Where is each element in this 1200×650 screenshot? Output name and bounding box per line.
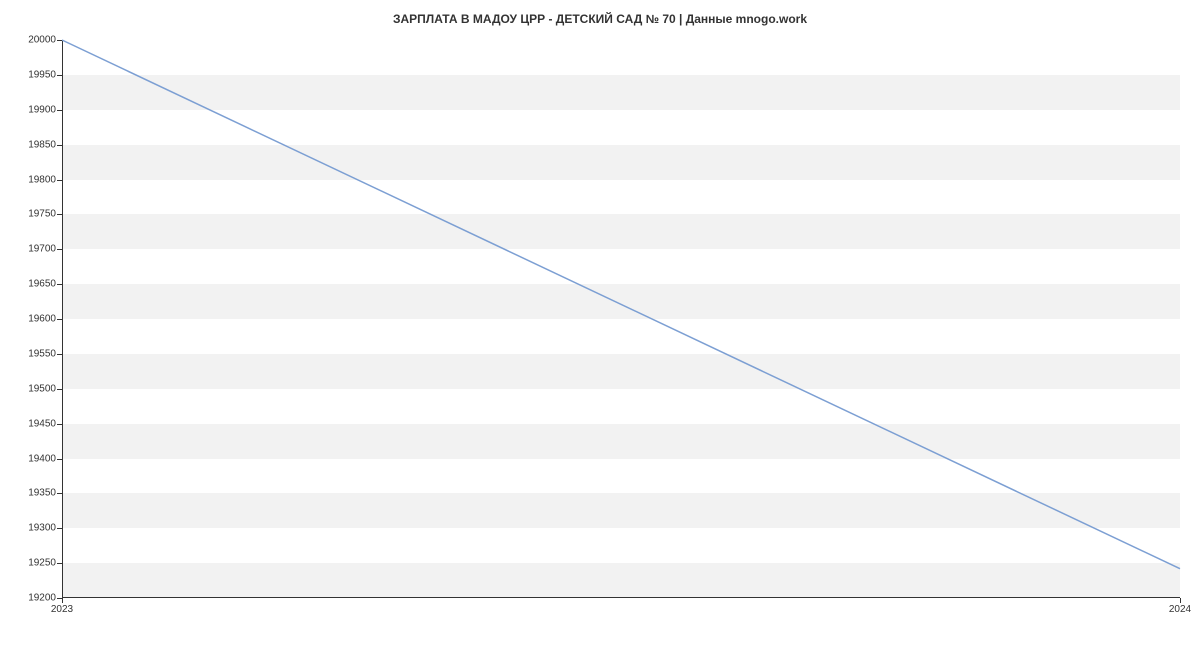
y-tick-mark	[57, 563, 62, 564]
salary-chart: ЗАРПЛАТА В МАДОУ ЦРР - ДЕТСКИЙ САД № 70 …	[0, 0, 1200, 650]
y-tick-mark	[57, 40, 62, 41]
y-tick-mark	[57, 249, 62, 250]
y-tick-mark	[57, 319, 62, 320]
y-tick-mark	[57, 214, 62, 215]
y-tick-mark	[57, 145, 62, 146]
y-tick-mark	[57, 424, 62, 425]
y-tick-mark	[57, 180, 62, 181]
y-tick-mark	[57, 459, 62, 460]
y-tick-mark	[57, 75, 62, 76]
chart-title: ЗАРПЛАТА В МАДОУ ЦРР - ДЕТСКИЙ САД № 70 …	[0, 0, 1200, 26]
y-tick-mark	[57, 284, 62, 285]
x-tick-mark	[62, 598, 63, 603]
plot-area: 1920019250193001935019400194501950019550…	[62, 40, 1180, 598]
y-tick-mark	[57, 110, 62, 111]
y-tick-mark	[57, 493, 62, 494]
data-line	[62, 40, 1180, 598]
y-tick-mark	[57, 528, 62, 529]
x-tick-mark	[1180, 598, 1181, 603]
y-tick-mark	[57, 389, 62, 390]
y-tick-mark	[57, 354, 62, 355]
